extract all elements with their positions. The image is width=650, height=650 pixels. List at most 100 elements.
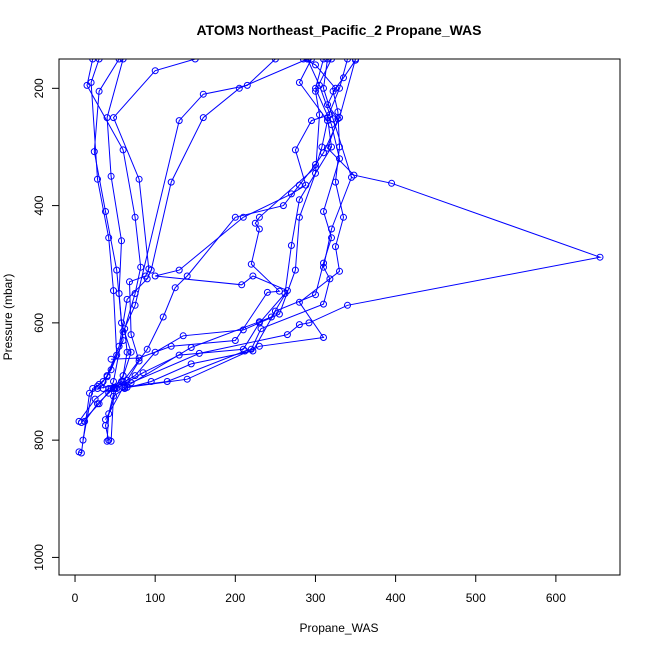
x-tick-label: 400 [386,591,406,605]
data-point [77,449,85,457]
data-point [127,379,135,387]
data-point [332,243,339,251]
data-point [336,84,343,92]
series-line [108,59,276,394]
y-axis-label: Pressure (mbar) [1,274,15,361]
data-point [263,288,271,296]
data-point [175,351,183,359]
x-axis-label: Propane_WAS [300,621,379,635]
data-point [251,219,259,227]
data-point [119,146,127,154]
data-point [126,278,133,286]
data-point [267,313,275,321]
data-point [320,208,327,215]
x-tick-label: 0 [72,591,79,605]
data-point [320,300,327,308]
data-point [239,326,247,334]
data-point [352,59,359,63]
data-point [291,146,299,154]
data-point [324,59,331,63]
data-point [95,87,103,95]
data-point [110,287,117,295]
y-tick-label: 400 [32,195,46,215]
data-point [231,213,239,221]
data-point [143,345,151,353]
data-point [295,321,303,329]
series-line [97,59,602,389]
x-tick-label: 600 [546,591,566,605]
data-point [295,298,303,306]
series-15 [105,59,279,397]
data-point [119,59,127,63]
data-point [320,263,327,271]
data-point [249,272,257,280]
data-point [305,319,313,327]
data-point [316,81,323,89]
data-point [118,319,125,327]
data-point [110,114,117,122]
series-5 [77,59,199,426]
data-point [239,213,247,221]
plot-frame [58,58,621,576]
data-point [147,266,155,274]
data-point [344,59,351,63]
data-point [350,171,358,179]
data-point [94,175,101,183]
data-point [348,173,355,181]
data-point [291,266,299,274]
data-point [95,59,103,63]
data-point [596,253,604,261]
data-point [279,202,287,210]
y-tick-label: 600 [32,313,46,333]
data-point [257,325,265,333]
data-point [247,260,255,268]
data-point [86,389,93,397]
series-13 [107,59,331,363]
data-point [283,287,291,295]
data-point [332,178,339,186]
data-point [110,378,117,385]
data-point [328,225,335,233]
data-point [320,149,327,157]
series-8 [107,59,343,445]
data-point [89,385,97,392]
data-point [118,237,125,245]
data-point [287,242,295,249]
y-tick-label: 1000 [32,544,46,571]
data-point [324,117,331,125]
data-point [287,190,295,198]
data-point [328,143,335,151]
x-tick-label: 100 [145,591,165,605]
data-point [105,410,113,418]
data-point [312,161,319,168]
data-point [308,117,315,125]
data-point [326,275,334,283]
data-point [388,179,396,187]
y-axis: 200 400 600 800 1000 [32,78,59,571]
series-11 [94,59,604,392]
data-point [255,213,263,221]
data-point [320,59,327,63]
data-point [271,307,279,315]
data-point [151,272,159,280]
data-point [167,342,175,350]
data-point [336,114,343,122]
x-axis: 0 100 200 300 400 500 600 [72,575,566,605]
data-point [336,267,343,275]
series-3 [75,59,135,425]
data-point [344,301,351,309]
x-tick-label: 200 [225,591,245,605]
data-point [151,348,159,356]
series-2 [79,59,121,444]
data-point [295,181,303,189]
data-point [336,155,343,163]
x-tick-label: 500 [466,591,486,605]
data-point [113,266,121,274]
series-14 [111,59,359,392]
data-point [328,59,335,63]
data-point [320,334,327,341]
series-line [127,59,356,388]
y-tick-label: 200 [32,78,46,98]
data-point [167,178,175,186]
